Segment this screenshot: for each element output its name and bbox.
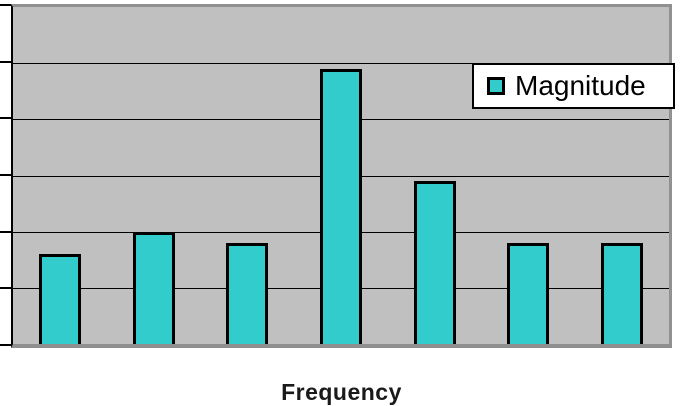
bar-6 — [507, 243, 549, 344]
bar-1 — [39, 254, 81, 344]
bar-4 — [320, 69, 362, 344]
y-axis-tick — [0, 287, 11, 289]
x-axis-title: Frequency — [281, 379, 402, 405]
legend-label: Magnitude — [515, 70, 646, 101]
y-axis-tick — [0, 117, 11, 119]
plot-area — [11, 4, 672, 348]
bar-5 — [414, 181, 456, 344]
legend: Magnitude — [472, 63, 675, 109]
bar-2 — [133, 232, 175, 344]
y-axis-tick — [0, 174, 11, 176]
y-axis-tick — [0, 4, 11, 6]
gridline — [13, 63, 669, 64]
y-axis-tick — [0, 344, 11, 346]
y-axis-tick — [0, 61, 11, 63]
bar-3 — [226, 243, 268, 344]
y-axis-tick — [0, 231, 11, 233]
legend-marker-icon — [487, 77, 505, 95]
bar-7 — [601, 243, 643, 344]
